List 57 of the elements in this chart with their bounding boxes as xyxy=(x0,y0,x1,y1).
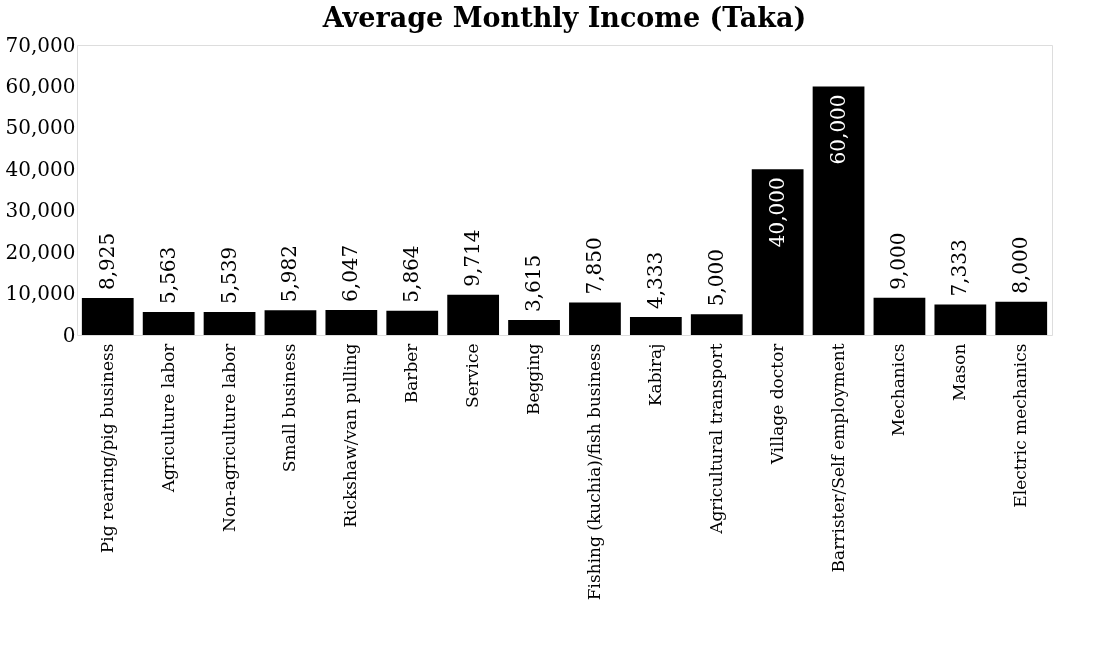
y-tick-label: 0 xyxy=(62,322,76,347)
x-tick-label: Barrister/Self employment xyxy=(827,343,848,573)
data-label: 5,563 xyxy=(155,246,180,304)
bar xyxy=(81,298,134,335)
data-label: 6,047 xyxy=(338,244,363,302)
y-tick-label: 50,000 xyxy=(5,115,76,140)
bar xyxy=(447,294,500,335)
data-label: 8,000 xyxy=(1008,236,1033,294)
bar xyxy=(629,317,682,335)
x-tick-label: Small business xyxy=(279,343,300,473)
y-tick-label: 60,000 xyxy=(5,73,76,98)
bar xyxy=(203,312,256,335)
data-label: 7,850 xyxy=(581,237,606,295)
x-tick-label: Village doctor xyxy=(766,342,787,466)
x-tick-label: Service xyxy=(462,343,483,408)
x-tick-label: Agricultural transport xyxy=(705,343,726,535)
x-tick-label: Electric mechanics xyxy=(1010,343,1031,508)
data-label: 60,000 xyxy=(825,94,850,165)
data-label: 8,925 xyxy=(94,232,119,291)
bar xyxy=(569,302,621,335)
bar xyxy=(995,301,1048,335)
bar xyxy=(751,169,804,335)
bar xyxy=(386,310,439,335)
y-tick-label: 70,000 xyxy=(5,32,76,57)
data-label: 7,333 xyxy=(947,239,972,297)
x-tick-label: Agriculture labor xyxy=(157,342,178,494)
x-tick-label: Mechanics xyxy=(888,343,909,437)
x-tick-label: Pig rearing/pig business xyxy=(96,343,117,554)
x-tick-label: Kabiraj xyxy=(644,343,665,407)
data-label: 9,000 xyxy=(886,232,911,290)
data-label: 3,615 xyxy=(521,254,546,313)
data-label: 5,539 xyxy=(216,246,241,305)
y-tick-label: 40,000 xyxy=(5,156,76,181)
bar xyxy=(812,86,865,335)
data-label: 5,982 xyxy=(277,244,302,303)
bar xyxy=(142,311,195,335)
bar xyxy=(690,314,743,335)
x-tick-label: Mason xyxy=(949,343,970,401)
data-label: 9,714 xyxy=(460,229,485,287)
x-tick-label: Barber xyxy=(401,342,422,404)
data-label: 40,000 xyxy=(764,177,789,248)
x-tick-label: Non-agriculture labor xyxy=(218,342,239,532)
y-tick-label: 20,000 xyxy=(5,239,76,264)
bar xyxy=(873,297,926,335)
x-tick-label: Rickshaw/van pulling xyxy=(340,343,361,528)
bar xyxy=(934,304,987,335)
x-tick-label: Begging xyxy=(523,343,544,416)
data-label: 4,333 xyxy=(642,251,667,310)
bar xyxy=(325,309,378,335)
y-tick-label: 30,000 xyxy=(5,198,76,223)
bar xyxy=(264,310,317,335)
data-label: 5,000 xyxy=(703,249,728,307)
bar xyxy=(508,320,560,335)
y-tick-label: 10,000 xyxy=(5,281,76,306)
x-tick-label: Fishing (kuchia)/fish business xyxy=(583,343,604,601)
chart-title: Average Monthly Income (Taka) xyxy=(321,2,807,33)
data-label: 5,864 xyxy=(399,245,424,303)
